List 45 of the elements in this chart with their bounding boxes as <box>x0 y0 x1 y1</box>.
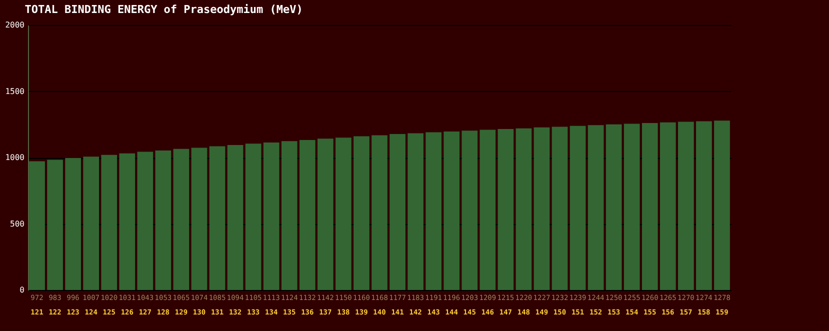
bar <box>642 123 658 290</box>
bar <box>281 141 298 290</box>
bar <box>317 138 334 290</box>
y-tick-label: 500 <box>10 219 25 228</box>
bar <box>588 125 604 290</box>
bar <box>47 160 63 290</box>
bar <box>155 150 172 290</box>
chart-title: TOTAL BINDING ENERGY of Praseodymium (MeV) <box>24 3 303 16</box>
bar <box>390 134 406 290</box>
bar <box>408 133 424 290</box>
bar <box>660 122 676 290</box>
bar <box>498 129 514 290</box>
y-tick-label: 0 <box>20 286 25 294</box>
bar <box>516 128 532 290</box>
bar <box>462 130 478 290</box>
bar <box>245 144 262 290</box>
bar <box>570 126 586 290</box>
y-tick-label: 1000 <box>5 153 25 162</box>
bar <box>606 124 622 290</box>
bar <box>29 161 45 290</box>
bar <box>263 142 280 290</box>
bar <box>173 148 190 290</box>
bar <box>444 132 460 290</box>
bar <box>372 135 388 290</box>
bar <box>83 156 100 290</box>
bar <box>299 140 316 290</box>
bar <box>354 136 370 290</box>
bar <box>101 154 118 290</box>
bar <box>65 158 81 290</box>
bar <box>137 152 154 290</box>
y-tick-label: 1500 <box>5 86 25 96</box>
bar <box>696 121 712 290</box>
bar <box>678 122 694 290</box>
bar <box>227 145 244 290</box>
bar <box>552 126 568 290</box>
bar <box>209 146 226 290</box>
bar <box>191 148 208 290</box>
bar <box>426 132 442 290</box>
bar <box>714 120 730 290</box>
bar <box>480 130 496 290</box>
bar <box>624 124 640 290</box>
bar <box>336 138 352 290</box>
bar <box>534 127 550 290</box>
y-tick-label: 2000 <box>5 20 25 30</box>
bar <box>119 153 136 290</box>
